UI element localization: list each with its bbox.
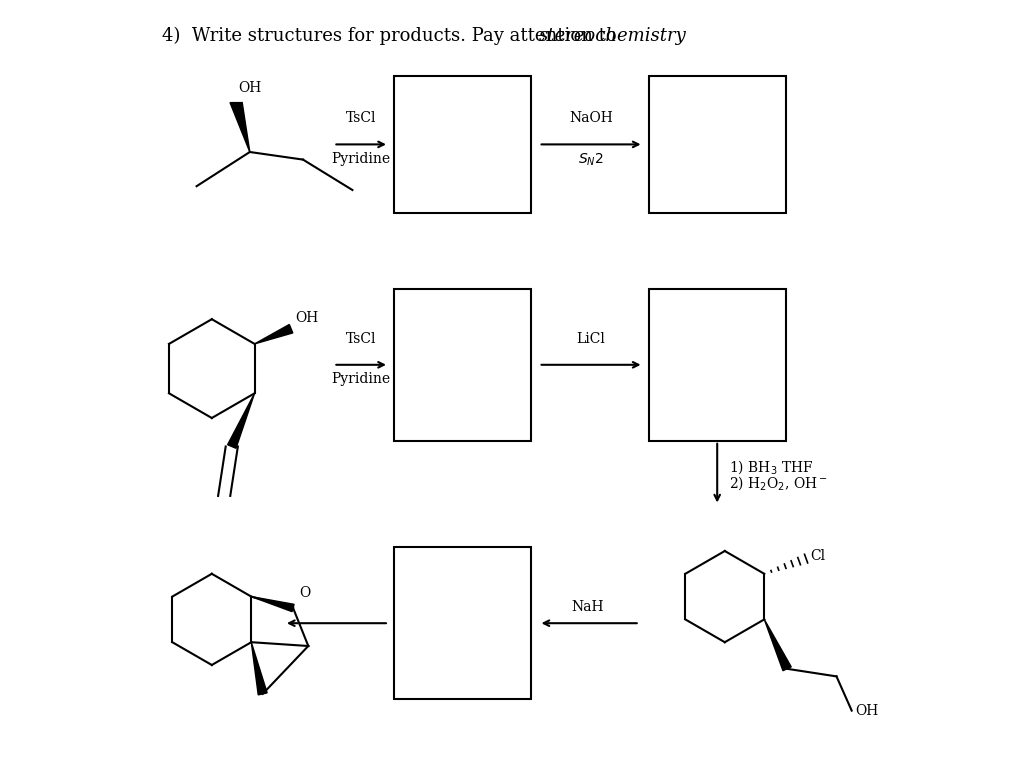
Text: stereochemistry: stereochemistry [539,27,686,45]
Text: 4)  Write structures for products. Pay attention to: 4) Write structures for products. Pay at… [163,27,617,45]
Bar [394,289,531,441]
Bar [649,289,785,441]
Polygon shape [227,394,255,448]
Text: LiCl: LiCl [577,332,605,346]
Text: OH: OH [239,81,262,95]
Text: NaH: NaH [571,600,604,614]
Text: TsCl: TsCl [346,112,377,125]
Text: $S_N2$: $S_N2$ [579,152,604,169]
Text: 2) H$_2$O$_2$, OH$^-$: 2) H$_2$O$_2$, OH$^-$ [729,473,827,492]
Text: OH: OH [855,704,879,717]
Bar [394,547,531,699]
Text: 1) BH$_3$ THF: 1) BH$_3$ THF [729,458,813,477]
Bar [394,76,531,213]
Polygon shape [251,642,267,695]
Text: Cl: Cl [810,549,825,563]
Text: Pyridine: Pyridine [332,372,391,386]
Polygon shape [764,619,792,671]
Text: TsCl: TsCl [346,332,377,346]
Text: NaOH: NaOH [569,112,613,125]
Polygon shape [230,103,250,152]
Text: O: O [299,587,310,600]
Text: Pyridine: Pyridine [332,152,391,166]
Bar [649,76,785,213]
Polygon shape [251,597,294,612]
Polygon shape [255,325,293,344]
Text: OH: OH [295,311,318,325]
